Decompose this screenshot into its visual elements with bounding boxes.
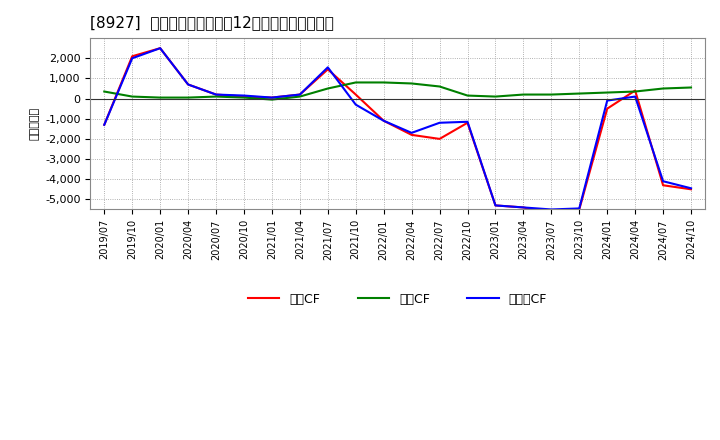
投資CF (603, 90, 611, 95)
営業CF (408, 132, 416, 138)
営業CF (491, 203, 500, 208)
Text: [8927]  キャッシュフローの12か月移動合計の推移: [8927] キャッシュフローの12か月移動合計の推移 (90, 15, 334, 30)
Line: フリーCF: フリーCF (104, 48, 691, 209)
投資CF (100, 89, 109, 94)
営業CF (463, 120, 472, 125)
フリーCF (323, 65, 332, 70)
フリーCF (268, 95, 276, 100)
フリーCF (128, 55, 137, 61)
投資CF (631, 89, 639, 94)
Y-axis label: （百万円）: （百万円） (30, 107, 40, 140)
フリーCF (156, 46, 164, 51)
営業CF (547, 211, 556, 216)
投資CF (575, 91, 584, 96)
営業CF (631, 88, 639, 93)
営業CF (212, 92, 220, 97)
投資CF (351, 80, 360, 85)
フリーCF (100, 122, 109, 128)
投資CF (436, 84, 444, 89)
営業CF (603, 106, 611, 111)
フリーCF (603, 98, 611, 103)
投資CF (184, 95, 192, 100)
投資CF (212, 94, 220, 99)
フリーCF (519, 205, 528, 210)
フリーCF (631, 94, 639, 99)
営業CF (519, 205, 528, 210)
フリーCF (659, 179, 667, 184)
投資CF (491, 94, 500, 99)
投資CF (379, 80, 388, 85)
Legend: 営業CF, 投資CF, フリーCF: 営業CF, 投資CF, フリーCF (243, 288, 552, 311)
営業CF (687, 187, 696, 192)
営業CF (659, 183, 667, 188)
投資CF (156, 95, 164, 100)
Line: 営業CF: 営業CF (104, 48, 691, 213)
投資CF (240, 95, 248, 100)
フリーCF (295, 92, 304, 97)
営業CF (575, 207, 584, 212)
フリーCF (408, 130, 416, 136)
営業CF (184, 82, 192, 87)
フリーCF (575, 206, 584, 211)
営業CF (100, 122, 109, 128)
投資CF (547, 92, 556, 97)
フリーCF (379, 118, 388, 123)
Line: 投資CF: 投資CF (104, 82, 691, 99)
投資CF (295, 94, 304, 99)
営業CF (240, 94, 248, 99)
フリーCF (491, 203, 500, 208)
フリーCF (463, 119, 472, 125)
投資CF (463, 93, 472, 98)
フリーCF (240, 93, 248, 98)
営業CF (156, 46, 164, 51)
投資CF (659, 86, 667, 91)
投資CF (408, 81, 416, 86)
営業CF (351, 92, 360, 97)
投資CF (323, 86, 332, 91)
営業CF (436, 136, 444, 142)
営業CF (295, 92, 304, 97)
投資CF (128, 94, 137, 99)
営業CF (128, 54, 137, 59)
営業CF (323, 67, 332, 72)
フリーCF (436, 120, 444, 125)
フリーCF (547, 207, 556, 212)
投資CF (519, 92, 528, 97)
フリーCF (687, 186, 696, 191)
フリーCF (212, 92, 220, 97)
営業CF (268, 95, 276, 100)
投資CF (268, 97, 276, 102)
フリーCF (184, 82, 192, 87)
フリーCF (351, 102, 360, 107)
営業CF (379, 118, 388, 123)
投資CF (687, 85, 696, 90)
